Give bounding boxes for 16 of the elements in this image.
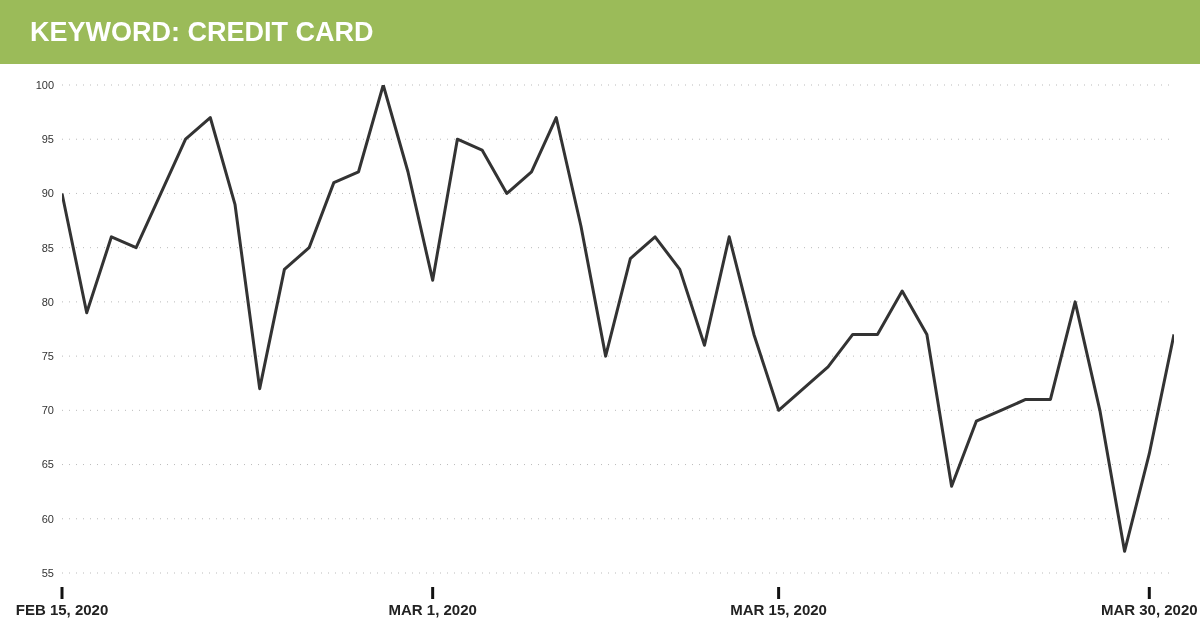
y-tick-label: 80 (41, 295, 54, 308)
y-tick-label: 65 (41, 458, 54, 471)
x-tick-label: FEB 15, 2020 (15, 601, 109, 618)
y-tick-label: 75 (41, 350, 54, 363)
y-tick-label: 60 (41, 512, 54, 525)
y-tick-label: 90 (41, 187, 54, 200)
x-tick-label: MAR 1, 2020 (388, 601, 477, 618)
y-tick-label: 70 (41, 404, 54, 417)
y-tick-label: 85 (41, 241, 54, 254)
y-tick-label: 95 (41, 133, 54, 146)
y-tick-label: 55 (41, 566, 54, 579)
y-tick-label: 100 (35, 78, 54, 91)
chart-title: KEYWORD: CREDIT CARD (0, 0, 1200, 64)
x-tick-label: MAR 30, 2020 (1100, 601, 1198, 618)
x-tick-label: MAR 15, 2020 (730, 601, 827, 618)
line-series (62, 85, 1174, 553)
